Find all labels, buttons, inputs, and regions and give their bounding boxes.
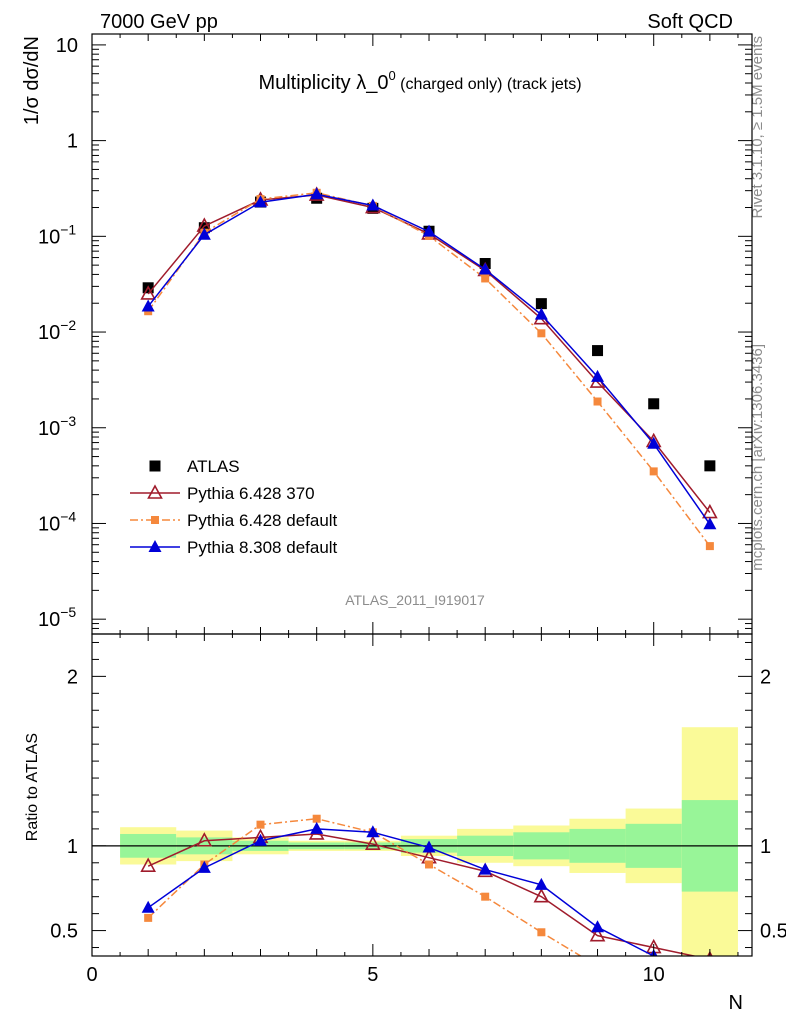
main-data-point — [481, 274, 490, 283]
legend-marker — [151, 516, 159, 524]
legend-marker — [147, 484, 163, 499]
main-y-axis-title: 1/σ dσ/dN — [21, 36, 43, 125]
legend-entry: Pythia 8.308 default — [130, 538, 338, 557]
main-data-point — [310, 187, 324, 200]
legend: ATLAS Pythia 6.428 370 Pythia 6.428 defaul… — [130, 457, 338, 557]
ratio-data-point — [703, 968, 716, 980]
main-data-point — [647, 436, 661, 449]
main-data-point — [592, 345, 604, 357]
header-energy-label: 7000 GeV pp — [100, 11, 218, 33]
ratio-y-tick-label-left: 1 — [67, 836, 78, 858]
x-tick-label: 10 — [643, 964, 665, 986]
main-y-tick-label: 10−1 — [38, 221, 76, 248]
ratio-data-point — [366, 825, 380, 838]
main-data-point — [703, 517, 717, 530]
main-data-point — [478, 262, 492, 275]
main-data-point — [366, 198, 380, 211]
main-data-point — [591, 369, 605, 382]
ratio-y-tick-label-left: 0.5 — [50, 921, 78, 943]
ratio-data-point — [533, 888, 550, 903]
ratio-data-point — [141, 900, 155, 913]
main-y-tick-label: 10 — [56, 35, 78, 57]
ratio-panel-frame — [91, 633, 753, 957]
plot-title-superscript: 0 — [388, 68, 395, 83]
main-data-point — [649, 467, 658, 476]
main-y-tick-label: 10−4 — [38, 508, 76, 535]
main-data-point — [705, 542, 714, 551]
legend-label: Pythia 6.428 default — [187, 511, 338, 530]
rivet-version-label: Rivet 3.1.10, ≥ 1.5M events — [749, 36, 766, 219]
ratio-data-point — [256, 820, 265, 829]
main-data-point — [704, 460, 716, 472]
ratio-data-point — [197, 860, 211, 873]
ratio-data-point — [537, 928, 546, 937]
ratio-y-tick-label-left: 2 — [67, 666, 78, 688]
ratio-data-point — [425, 860, 434, 869]
ratio-data-point — [196, 832, 213, 847]
ratio-data-point — [481, 892, 490, 901]
main-series-lines — [140, 186, 718, 551]
ratio-y-tick-label-right: 1 — [760, 836, 771, 858]
legend-entry: Pythia 6.428 370 — [130, 484, 315, 503]
plot-axes: 0 5 10 10 1 10−1 10−2 10−3 10−4 10−5 0.5 0.5 1 1 2 2 — [38, 33, 786, 986]
main-data-point — [197, 227, 211, 240]
ratio-data-point — [144, 913, 153, 922]
ratio-data-point — [478, 862, 492, 875]
ratio-data-point — [254, 833, 268, 846]
ratio-data-point — [140, 857, 157, 872]
main-y-tick-label: 10−5 — [38, 604, 76, 631]
ratio-data-point — [591, 920, 605, 933]
main-y-tick-label: 10−3 — [38, 413, 76, 440]
main-series-3 — [141, 187, 717, 530]
main-data-point — [140, 285, 157, 300]
x-tick-label: 0 — [86, 964, 97, 986]
legend-label: ATLAS — [187, 457, 240, 476]
analysis-watermark: ATLAS_2011_I919017 — [345, 592, 485, 608]
ratio-data-point — [312, 814, 321, 823]
main-data-point — [141, 299, 155, 312]
main-data-point — [537, 329, 546, 338]
mcplots-reference-label: mcplots.cern.ch [arXiv:1306.3436] — [749, 344, 766, 571]
ratio-y-tick-label-right: 2 — [760, 666, 771, 688]
plot-title-subtitle: (charged only) (track jets) — [396, 76, 582, 93]
ratio-data-point — [594, 962, 602, 970]
main-data-point — [422, 224, 436, 237]
ratio-data-point — [310, 821, 324, 834]
ratio-data-point — [534, 877, 548, 890]
plot-title: Multiplicity λ_00 (charged only) (track … — [258, 68, 581, 94]
main-y-tick-label: 10−2 — [38, 317, 76, 344]
main-data-point — [648, 398, 660, 410]
main-data-point — [593, 397, 602, 406]
x-tick-label: 5 — [367, 964, 378, 986]
ratio-data-point — [589, 926, 606, 942]
legend-marker — [149, 460, 161, 472]
x-axis-title: N — [729, 992, 743, 1014]
main-data-point — [535, 298, 547, 310]
ratio-data-point — [365, 835, 381, 850]
main-data-point — [534, 307, 548, 320]
main-data-point — [254, 195, 268, 208]
main-y-tick-label: 1 — [67, 131, 78, 153]
legend-label: Pythia 6.428 370 — [187, 484, 315, 503]
legend-label: Pythia 8.308 default — [187, 538, 338, 557]
ratio-y-tick-label-right: 0.5 — [760, 921, 786, 943]
ratio-data-point — [706, 988, 714, 996]
legend-entry: Pythia 6.428 default — [130, 511, 338, 530]
legend-marker — [148, 540, 162, 552]
ratio-y-axis-title: Ratio to ATLAS — [24, 733, 41, 841]
ratio-data-point — [422, 840, 436, 853]
ratio-series-lines — [140, 814, 716, 996]
header-process-label: Soft QCD — [647, 11, 733, 33]
legend-entry: ATLAS — [149, 457, 240, 476]
ratio-series-2 — [141, 821, 716, 980]
